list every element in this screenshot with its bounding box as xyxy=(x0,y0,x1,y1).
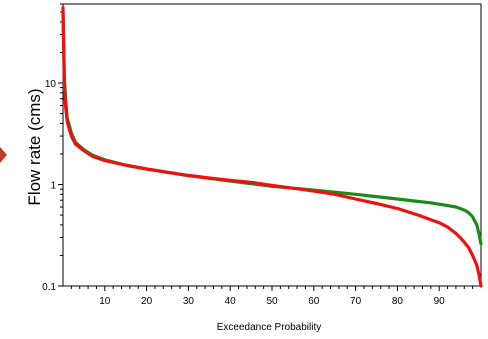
x-tick-label: 70 xyxy=(350,296,362,307)
x-axis: 10 20 30 40 50 60 70 80 90 xyxy=(70,286,474,307)
x-axis-title: Exceedance Probability xyxy=(217,322,322,333)
x-tick-label: 20 xyxy=(141,296,153,307)
x-tick-label: 60 xyxy=(308,296,320,307)
plot-frame xyxy=(62,3,482,287)
x-tick-label: 80 xyxy=(392,296,404,307)
y-tick-label: 0.1 xyxy=(42,282,56,293)
plot-area xyxy=(62,3,482,287)
series-line-2 xyxy=(61,6,483,288)
x-tick-label: 10 xyxy=(99,296,111,307)
x-tick-label: 50 xyxy=(266,296,278,307)
x-tick-label: 40 xyxy=(225,296,237,307)
y-axis: 0.1 1 10 xyxy=(42,3,63,293)
y-axis-title: Flow rate (cms) xyxy=(25,88,44,205)
y-tick-label: 10 xyxy=(45,79,57,90)
series-line-1 xyxy=(61,10,483,246)
series-layer xyxy=(61,6,483,288)
y-tick-label: 1 xyxy=(50,180,56,191)
arrow-icon xyxy=(0,147,7,163)
x-tick-label: 90 xyxy=(434,296,446,307)
x-tick-label: 30 xyxy=(183,296,195,307)
